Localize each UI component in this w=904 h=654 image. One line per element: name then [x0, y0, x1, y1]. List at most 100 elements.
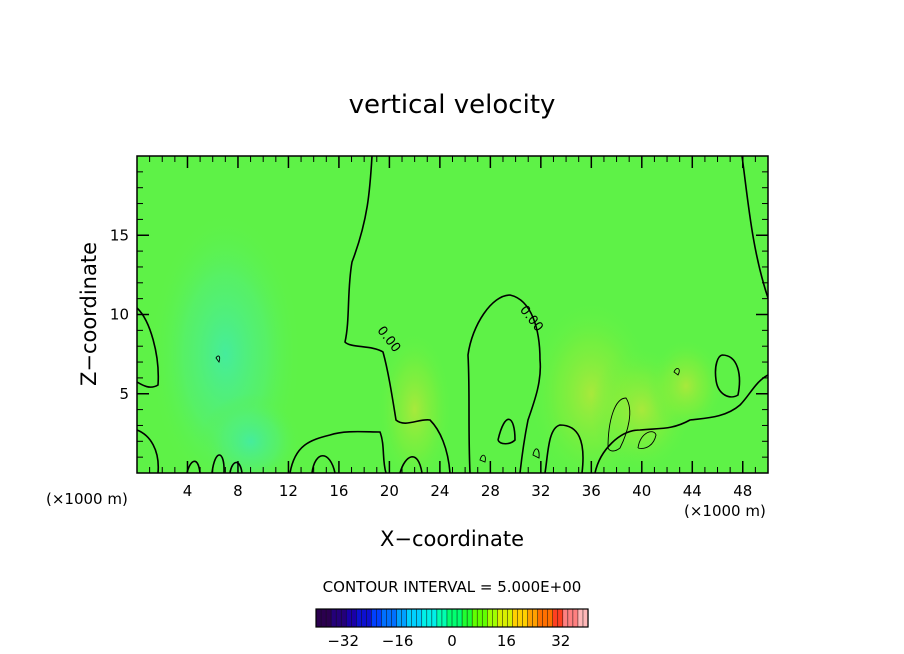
contour-line	[311, 454, 336, 473]
colorbar-cell	[431, 608, 438, 628]
colorbar-cell	[466, 608, 473, 628]
colorbar-cell	[552, 608, 559, 628]
colorbar-cell	[381, 608, 388, 628]
contour-line	[594, 374, 768, 473]
colorbar-tick-label: −32	[327, 632, 359, 650]
colorbar-cell	[441, 608, 448, 628]
y-tick-label: 15	[110, 226, 129, 244]
contour-line	[497, 418, 516, 445]
minor-ticks	[137, 156, 769, 473]
plot-area: 0.000.00	[136, 155, 769, 474]
x-unit-left: (×1000 m)	[46, 490, 128, 508]
x-tick-label: 12	[279, 482, 298, 500]
colorbar-cell	[411, 608, 418, 628]
colorbar-cell	[396, 608, 403, 628]
colorbar-cell	[340, 608, 347, 628]
x-tick-label: 24	[430, 482, 449, 500]
contour-line	[399, 456, 423, 473]
colorbar-cell	[386, 608, 393, 628]
chart-title: vertical velocity	[349, 90, 556, 120]
colorbar-cell	[366, 608, 372, 628]
colorbar-cell	[330, 608, 337, 628]
x-tick-labels: 4 8 12 16 20 24 28 32 36 40 44 48	[183, 482, 753, 500]
contour-line	[479, 454, 486, 463]
colorbar-cell	[461, 608, 468, 628]
x-tick-label: 16	[329, 482, 348, 500]
colorbar-cell	[320, 608, 327, 628]
contour-line	[714, 354, 741, 398]
colorbar-cell	[547, 608, 554, 628]
colorbar-cell	[376, 608, 383, 628]
contour-line	[532, 448, 540, 459]
colorbar-cell	[487, 608, 493, 628]
colorbar-cell	[325, 608, 332, 628]
colorbar-cell	[527, 608, 534, 628]
x-tick-label: 28	[481, 482, 500, 500]
colorbar-tick-label: 32	[551, 632, 570, 650]
colorbar-cell	[451, 608, 458, 628]
colorbar-cell	[537, 608, 544, 628]
contour-line	[229, 461, 243, 473]
contour-interval-note: CONTOUR INTERVAL = 5.000E+00	[323, 578, 582, 596]
colorbar-cell	[507, 608, 513, 628]
colorbar-cell	[421, 608, 428, 628]
colorbar-cell	[532, 608, 539, 628]
colorbar-tick-labels: −32 −16 0 16 32	[327, 632, 570, 650]
colorbar-tick-label: −16	[382, 632, 414, 650]
colorbar-cell	[522, 608, 529, 628]
colorbar-cell	[436, 608, 443, 628]
colorbar-cell	[391, 608, 398, 628]
x-tick-label: 40	[632, 482, 651, 500]
colorbar-tick-label: 0	[447, 632, 457, 650]
x-tick-label: 48	[733, 482, 752, 500]
colorbar-cell	[497, 608, 503, 628]
colorbar-cell	[371, 608, 377, 628]
colorbar-cell	[335, 608, 342, 628]
colorbar-cell	[356, 608, 362, 628]
x-axis-title: X−coordinate	[380, 527, 524, 551]
colorbar-cell	[562, 608, 569, 628]
x-unit-right: (×1000 m)	[684, 502, 766, 520]
colorbar-cell	[517, 608, 524, 628]
colorbar-cell	[502, 608, 508, 628]
field-blob	[648, 338, 724, 434]
colorbar-cell	[567, 608, 574, 628]
contour-line	[289, 430, 387, 473]
contour-line	[544, 424, 584, 473]
colorbar-cell	[345, 608, 352, 628]
contour-lines-thin	[215, 355, 680, 463]
y-tick-label: 5	[119, 385, 129, 403]
colorbar-cell	[426, 608, 433, 628]
x-tick-label: 32	[531, 482, 550, 500]
contour-line	[344, 156, 451, 473]
colorbar	[315, 608, 589, 628]
contour-lines	[137, 156, 768, 473]
colorbar-cell	[416, 608, 423, 628]
colorbar-cell	[572, 608, 579, 628]
contour-line	[607, 397, 631, 452]
x-tick-label: 4	[183, 482, 193, 500]
colorbar-cell	[481, 608, 488, 628]
colorbar-cell	[476, 608, 483, 628]
colorbar-cell	[456, 608, 463, 628]
colorbar-cell	[446, 608, 453, 628]
colorbar-cell	[401, 608, 408, 628]
contour-line	[673, 368, 680, 376]
x-tick-label: 36	[582, 482, 601, 500]
contour-line	[467, 294, 542, 473]
field-blob	[200, 393, 302, 473]
colorbar-cell	[577, 608, 584, 628]
colorbar-cell	[492, 608, 498, 628]
colorbar-cell	[406, 608, 413, 628]
x-tick-label: 20	[380, 482, 399, 500]
y-tick-label: 10	[110, 306, 129, 324]
contour-line	[215, 355, 221, 363]
contour-line	[741, 156, 768, 299]
colorbar-cell	[361, 608, 367, 628]
colorbar-cell	[471, 608, 478, 628]
contour-line	[137, 307, 160, 388]
field-blob	[376, 330, 453, 473]
colorbar-tick-label: 16	[497, 632, 516, 650]
major-ticks	[137, 156, 768, 473]
x-tick-label: 44	[683, 482, 702, 500]
